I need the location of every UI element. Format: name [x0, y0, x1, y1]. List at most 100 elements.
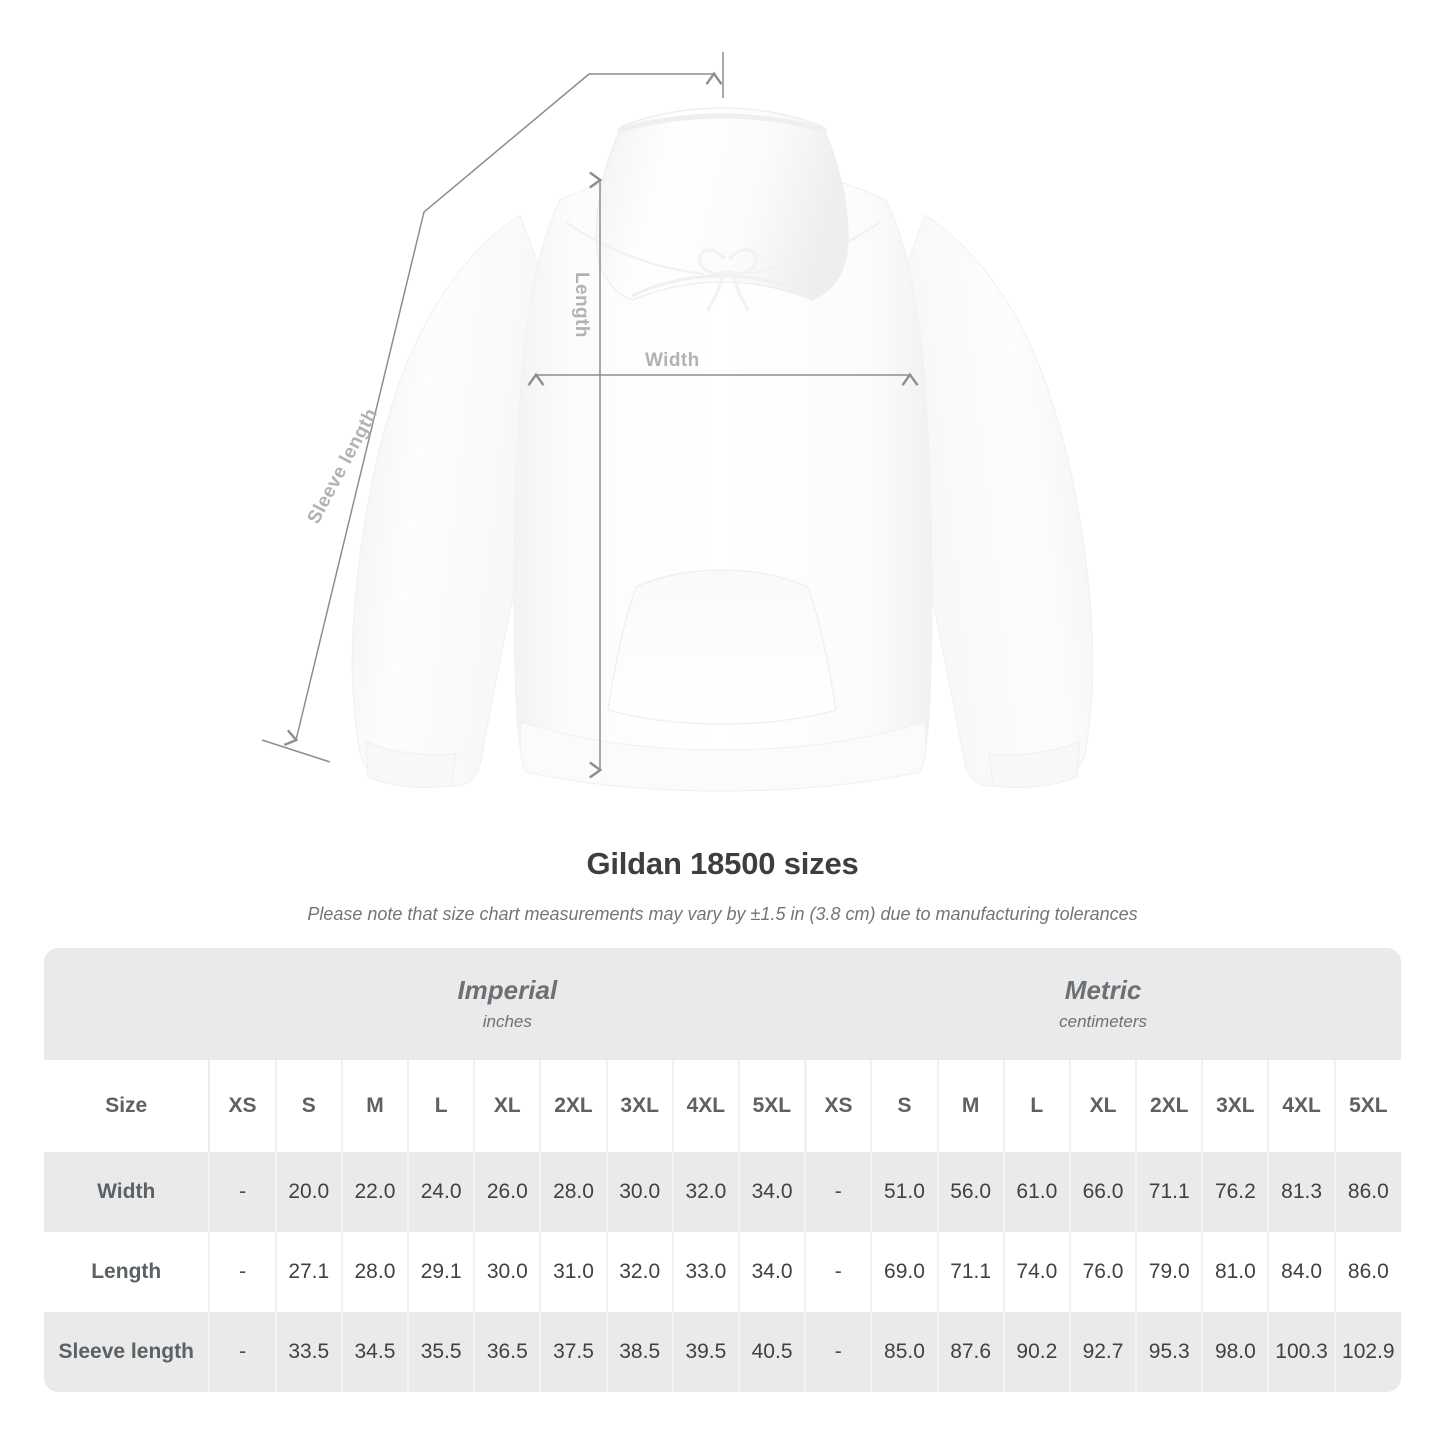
right-shoulder-seam	[741, 221, 881, 275]
size-header-imperial-s: S	[275, 1060, 343, 1152]
width-dimension-label: Width	[645, 350, 700, 371]
size-header-imperial-l: L	[408, 1060, 476, 1152]
row-label-sleeve-length: Sleeve length	[44, 1312, 211, 1392]
cell-width-metric-m: 56.0	[937, 1152, 1005, 1232]
cell-width-metric-5xl: 86.0	[1334, 1152, 1401, 1232]
unit-system-row: Imperial inches Metric centimeters	[44, 948, 1401, 1060]
size-header-metric-5xl: 5XL	[1334, 1060, 1401, 1152]
cell-length-metric-2xl: 79.0	[1136, 1232, 1204, 1312]
size-header-row: Size XS S M L XL 2XL 3XL 4XL 5XL XS S M …	[44, 1060, 1401, 1152]
row-label-width: Width	[44, 1152, 211, 1232]
cell-width-metric-2xl: 71.1	[1136, 1152, 1204, 1232]
unit-name-metric: Metric	[1064, 975, 1142, 1005]
size-table-container: Imperial inches Metric centimeters Size …	[44, 948, 1401, 1392]
unit-header-imperial: Imperial inches	[209, 948, 806, 1060]
cell-width-imperial-2xl: 28.0	[540, 1152, 608, 1232]
cell-length-metric-4xl: 84.0	[1268, 1232, 1336, 1312]
cell-width-imperial-5xl: 34.0	[738, 1152, 807, 1232]
cell-sleeve-imperial-m: 34.5	[341, 1312, 410, 1392]
left-shoulder-seam	[565, 221, 705, 275]
right-cuff	[988, 741, 1080, 789]
cell-length-imperial-4xl: 33.0	[672, 1232, 740, 1312]
cell-length-imperial-s: 27.1	[275, 1232, 343, 1312]
unit-sub-imperial: inches	[482, 1012, 532, 1031]
unit-spacer-cell	[44, 948, 210, 1060]
hoodie-artwork	[351, 107, 1094, 792]
cell-length-metric-l: 74.0	[1003, 1232, 1071, 1312]
bottom-hem	[519, 721, 927, 792]
cell-length-imperial-2xl: 31.0	[540, 1232, 608, 1312]
cell-sleeve-imperial-s: 33.5	[275, 1312, 343, 1392]
cell-length-imperial-l: 29.1	[408, 1232, 476, 1312]
size-header-metric-4xl: 4XL	[1268, 1060, 1336, 1152]
size-header-imperial-4xl: 4XL	[672, 1060, 740, 1152]
front-pocket	[607, 569, 837, 725]
hood-channel	[617, 113, 827, 133]
cell-length-metric-m: 71.1	[937, 1232, 1005, 1312]
size-header-imperial-xs: XS	[209, 1060, 277, 1152]
unit-name-imperial: Imperial	[457, 975, 558, 1005]
cell-length-imperial-xl: 30.0	[474, 1232, 542, 1312]
cell-width-imperial-xs: -	[209, 1152, 277, 1232]
cell-sleeve-metric-5xl: 102.9	[1334, 1312, 1401, 1392]
cell-width-metric-xs: -	[805, 1152, 873, 1232]
cell-sleeve-metric-s: 85.0	[871, 1312, 939, 1392]
unit-sub-metric: centimeters	[1059, 1012, 1148, 1031]
garment-diagram: Length Width Sleeve length	[261, 52, 1094, 792]
size-header-imperial-xl: XL	[474, 1060, 542, 1152]
size-header-metric-xs: XS	[805, 1060, 873, 1152]
cell-sleeve-metric-3xl: 98.0	[1202, 1312, 1270, 1392]
cell-width-imperial-l: 24.0	[408, 1152, 476, 1232]
length-dimension-label: Length	[571, 272, 592, 338]
cell-length-metric-xl: 76.0	[1069, 1232, 1138, 1312]
size-header-metric-2xl: 2XL	[1136, 1060, 1204, 1152]
cell-sleeve-imperial-2xl: 37.5	[540, 1312, 608, 1392]
column-header-size: Size	[44, 1060, 211, 1152]
cell-sleeve-metric-xl: 92.7	[1069, 1312, 1138, 1392]
table-row: Width - 20.0 22.0 24.0 26.0 28.0 30.0 32…	[44, 1152, 1401, 1232]
size-header-metric-l: L	[1003, 1060, 1071, 1152]
cell-width-metric-3xl: 76.2	[1202, 1152, 1270, 1232]
cell-length-imperial-3xl: 32.0	[606, 1232, 674, 1312]
cell-width-metric-s: 51.0	[871, 1152, 939, 1232]
chart-heading-block: Gildan 18500 sizes Please note that size…	[0, 845, 1445, 925]
row-label-length: Length	[44, 1232, 211, 1312]
cell-width-imperial-3xl: 30.0	[606, 1152, 674, 1232]
drawstring-bow	[698, 248, 758, 312]
hoodie-illustration-svg	[261, 52, 1094, 792]
size-chart-table: Imperial inches Metric centimeters Size …	[44, 948, 1401, 1392]
cell-sleeve-imperial-5xl: 40.5	[738, 1312, 807, 1392]
cell-sleeve-metric-m: 87.6	[937, 1312, 1005, 1392]
cell-length-imperial-m: 28.0	[341, 1232, 410, 1312]
cell-width-imperial-4xl: 32.0	[672, 1152, 740, 1232]
cell-width-metric-l: 61.0	[1003, 1152, 1071, 1232]
table-row: Length - 27.1 28.0 29.1 30.0 31.0 32.0 3…	[44, 1232, 1401, 1312]
cell-width-metric-xl: 66.0	[1069, 1152, 1138, 1232]
unit-header-metric: Metric centimeters	[805, 948, 1401, 1060]
cell-sleeve-imperial-4xl: 39.5	[672, 1312, 740, 1392]
cell-width-imperial-m: 22.0	[341, 1152, 410, 1232]
cell-length-metric-5xl: 86.0	[1334, 1232, 1401, 1312]
cell-sleeve-metric-2xl: 95.3	[1136, 1312, 1204, 1392]
cell-sleeve-metric-xs: -	[805, 1312, 873, 1392]
size-header-imperial-m: M	[341, 1060, 410, 1152]
size-header-metric-3xl: 3XL	[1202, 1060, 1270, 1152]
cell-width-imperial-xl: 26.0	[474, 1152, 542, 1232]
page-title: Gildan 18500 sizes	[586, 846, 859, 881]
left-cuff	[365, 741, 457, 789]
cell-length-metric-3xl: 81.0	[1202, 1232, 1270, 1312]
cell-width-imperial-s: 20.0	[275, 1152, 343, 1232]
cell-length-metric-s: 69.0	[871, 1232, 939, 1312]
size-header-imperial-5xl: 5XL	[738, 1060, 807, 1152]
cell-length-imperial-xs: -	[209, 1232, 277, 1312]
tolerance-note: Please note that size chart measurements…	[307, 904, 1138, 924]
size-header-metric-xl: XL	[1069, 1060, 1138, 1152]
measurement-lines	[261, 52, 919, 779]
cell-sleeve-metric-4xl: 100.3	[1268, 1312, 1336, 1392]
size-header-imperial-3xl: 3XL	[606, 1060, 674, 1152]
cell-sleeve-metric-l: 90.2	[1003, 1312, 1071, 1392]
sleeve-length-line	[283, 73, 590, 746]
cell-length-metric-xs: -	[805, 1232, 873, 1312]
cell-sleeve-imperial-xs: -	[209, 1312, 277, 1392]
